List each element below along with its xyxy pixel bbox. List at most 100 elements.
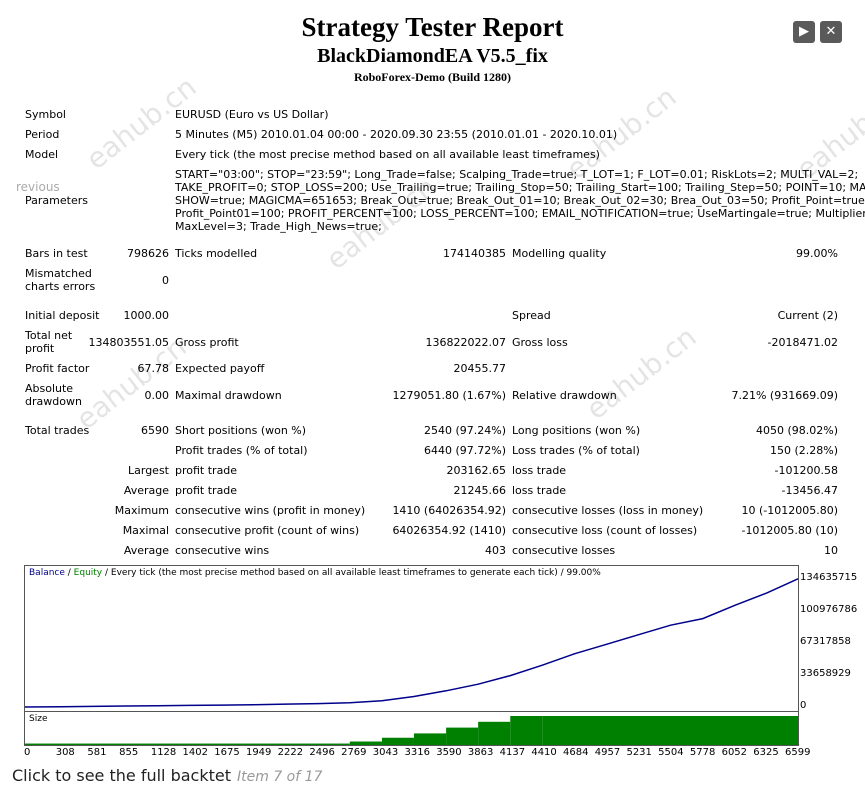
size-bar — [446, 727, 479, 745]
x-tick-label: 4137 — [499, 747, 526, 758]
x-tick-label: 4410 — [531, 747, 557, 758]
loss-trades-label: Loss trades (% of total) — [512, 444, 640, 457]
size-label: Size — [29, 714, 48, 724]
ticks-value: 174140385 — [443, 247, 506, 260]
size-chart: Size — [24, 711, 799, 746]
avg-loss-label: loss trade — [512, 484, 567, 497]
model-label: Model — [25, 148, 59, 161]
loss-trades-value: 150 (2.28%) — [769, 444, 838, 457]
gross-profit-value: 136822022.07 — [425, 336, 506, 349]
x-tick-label: 3863 — [467, 747, 494, 758]
x-tick-label: 2222 — [277, 747, 304, 758]
parameters-line: START="03:00"; STOP="23:59"; Long_Trade=… — [175, 168, 859, 181]
avg-loss-value: -13456.47 — [781, 484, 838, 497]
balance-point — [509, 675, 511, 677]
short-positions-label: Short positions (won %) — [175, 424, 307, 437]
report-title: Strategy Tester Report — [301, 12, 564, 42]
x-tick-label: 3316 — [404, 747, 430, 758]
avg-profit-label: profit trade — [175, 484, 238, 497]
x-tick-label: 5778 — [689, 747, 716, 758]
close-icon[interactable]: ✕ — [820, 21, 842, 43]
x-tick-label: 3043 — [372, 747, 399, 758]
x-tick-label: 1128 — [150, 747, 177, 758]
legend-separator: / — [64, 568, 74, 578]
parameters-label: Parameters — [25, 194, 88, 207]
balance-point — [317, 702, 319, 705]
size-bar — [542, 716, 798, 745]
max-drawdown-value: 1279051.80 (1.67%) — [392, 389, 506, 402]
profit-factor-label: Profit factor — [25, 362, 90, 375]
x-tick-label: 3590 — [436, 747, 462, 758]
size-bar — [349, 741, 382, 745]
item-counter: Item 7 of 17 — [236, 769, 323, 785]
x-tick-label: 581 — [87, 747, 107, 758]
parameters-line: TAKE_PROFIT=0; STOP_LOSS=200; Use_Traili… — [175, 181, 865, 194]
gross-profit-label: Gross profit — [175, 336, 239, 349]
x-tick-label: 6052 — [721, 747, 748, 758]
y-tick-label: 67317858 — [800, 636, 851, 647]
maximum-label: Maximum — [114, 504, 169, 517]
balance-point — [670, 624, 672, 626]
largest-label: Largest — [128, 464, 169, 477]
x-tick-label: 308 — [55, 747, 75, 758]
x-tick-label: 855 — [119, 747, 139, 758]
bars-value: 798626 — [127, 247, 169, 260]
symbol-label: Symbol — [25, 108, 66, 121]
largest-profit-label: profit trade — [175, 464, 238, 477]
server-build: RoboForex-Demo (Build 1280) — [353, 70, 512, 84]
max-cons-wins-label: consecutive wins (profit in money) — [175, 504, 366, 517]
deposit-label: Initial deposit — [25, 309, 100, 322]
maximal-label: Maximal — [122, 524, 169, 537]
balance-point — [253, 704, 255, 706]
total-trades-value: 6590 — [141, 424, 169, 437]
balance-point — [702, 617, 704, 620]
max-drawdown-label: Maximal drawdown — [175, 389, 282, 402]
balance-point — [734, 604, 736, 606]
maximal-profit-label: consecutive profit (count of wins) — [175, 524, 360, 537]
balance-point — [220, 704, 223, 706]
mismatch-value: 0 — [162, 274, 169, 287]
x-tick-label: 6599 — [785, 747, 811, 758]
previous-link[interactable]: revious — [16, 180, 60, 194]
abs-drawdown-label: drawdown — [25, 395, 82, 408]
rel-drawdown-value: 7.21% (931669.09) — [731, 389, 838, 402]
legend-balance: Balance — [29, 568, 65, 578]
balance-chart: Balance / Equity / Every tick (the most … — [24, 565, 799, 712]
avg-cons-wins-label: consecutive wins — [175, 544, 270, 557]
average-label: Average — [123, 544, 169, 557]
expected-payoff-label: Expected payoff — [175, 362, 265, 375]
avg-cons-wins-value: 403 — [485, 544, 506, 557]
quality-label: Modelling quality — [512, 247, 607, 260]
balance-point — [188, 704, 191, 706]
largest-loss-label: loss trade — [512, 464, 567, 477]
play-icon[interactable]: ▶ — [793, 21, 815, 43]
balance-point — [605, 643, 608, 645]
period-label: Period — [25, 128, 60, 141]
expected-payoff-value: 20455.77 — [453, 362, 507, 375]
balance-point — [477, 683, 479, 685]
x-tick-label: 0 — [24, 747, 31, 758]
size-bar — [25, 743, 350, 745]
balance-point — [445, 690, 447, 692]
x-tick-label: 2496 — [309, 747, 335, 758]
x-tick-label: 1402 — [182, 747, 208, 758]
parameters-line: Profit_Point01=100; PROFIT_PERCENT=100; … — [175, 207, 865, 220]
largest-profit-value: 203162.65 — [446, 464, 507, 477]
y-tick-label: 100976786 — [800, 604, 858, 615]
balance-point — [413, 695, 415, 698]
profit-factor-value: 67.78 — [137, 362, 170, 375]
full-backtest-link[interactable]: Click to see the full backtet — [12, 766, 231, 785]
balance-point — [25, 706, 26, 708]
mismatch-label: Mismatched — [25, 267, 92, 280]
profit-trades-value: 6440 (97.72%) — [423, 444, 506, 457]
spread-value: Current (2) — [777, 309, 838, 322]
balance-point — [60, 706, 62, 708]
size-bar — [510, 716, 543, 745]
legend-equity: Equity — [73, 568, 103, 578]
balance-point — [381, 700, 383, 702]
max-cons-losses-value: 10 (-1012005.80) — [741, 504, 838, 517]
size-bar — [478, 721, 511, 745]
y-tick-label: 33658929 — [800, 668, 851, 679]
x-tick-label: 5231 — [626, 747, 652, 758]
net-profit-label: profit — [25, 342, 55, 355]
